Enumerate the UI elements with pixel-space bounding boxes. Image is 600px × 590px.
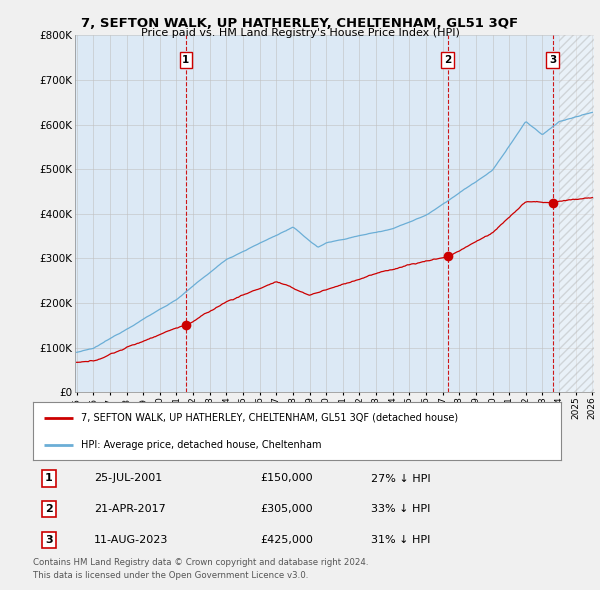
Text: 3: 3 [549, 55, 556, 65]
Text: 3: 3 [45, 535, 53, 545]
Text: 7, SEFTON WALK, UP HATHERLEY, CHELTENHAM, GL51 3QF: 7, SEFTON WALK, UP HATHERLEY, CHELTENHAM… [82, 17, 518, 30]
Text: 25-JUL-2001: 25-JUL-2001 [94, 474, 162, 483]
Text: 33% ↓ HPI: 33% ↓ HPI [371, 504, 430, 514]
Text: 31% ↓ HPI: 31% ↓ HPI [371, 535, 430, 545]
Text: £150,000: £150,000 [260, 474, 313, 483]
Text: 27% ↓ HPI: 27% ↓ HPI [371, 474, 431, 483]
Text: £425,000: £425,000 [260, 535, 313, 545]
Text: 2: 2 [444, 55, 451, 65]
Text: 1: 1 [45, 474, 53, 483]
Text: Price paid vs. HM Land Registry's House Price Index (HPI): Price paid vs. HM Land Registry's House … [140, 28, 460, 38]
Text: 2: 2 [45, 504, 53, 514]
Text: 1: 1 [182, 55, 190, 65]
Text: 21-APR-2017: 21-APR-2017 [94, 504, 166, 514]
Text: 11-AUG-2023: 11-AUG-2023 [94, 535, 168, 545]
Text: This data is licensed under the Open Government Licence v3.0.: This data is licensed under the Open Gov… [33, 571, 308, 580]
Text: HPI: Average price, detached house, Cheltenham: HPI: Average price, detached house, Chel… [80, 440, 321, 450]
Text: 7, SEFTON WALK, UP HATHERLEY, CHELTENHAM, GL51 3QF (detached house): 7, SEFTON WALK, UP HATHERLEY, CHELTENHAM… [80, 413, 458, 423]
Text: Contains HM Land Registry data © Crown copyright and database right 2024.: Contains HM Land Registry data © Crown c… [33, 558, 368, 567]
Text: £305,000: £305,000 [260, 504, 313, 514]
